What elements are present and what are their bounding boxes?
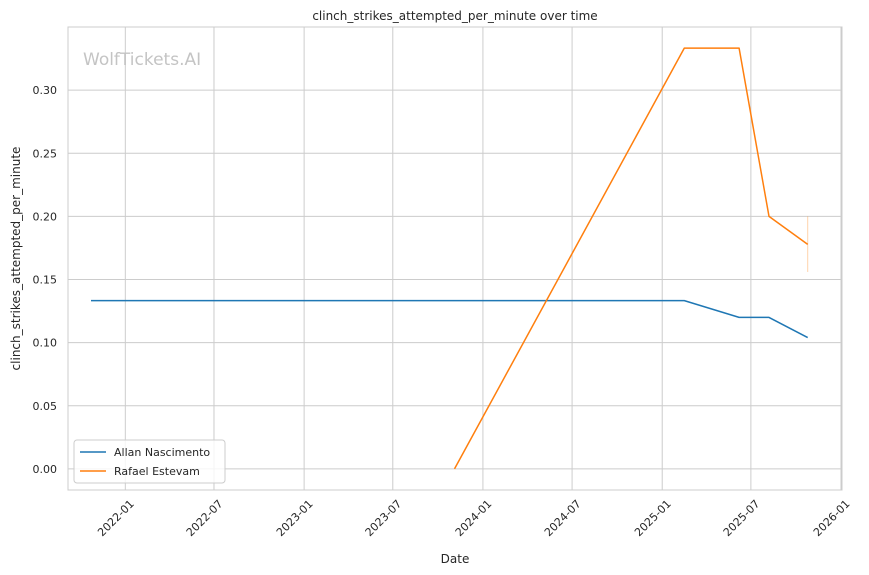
y-tick-label: 0.05 bbox=[33, 400, 58, 413]
y-tick-label: 0.25 bbox=[33, 147, 58, 160]
legend: Allan Nascimento Rafael Estevam bbox=[73, 439, 226, 484]
y-tick-label: 0.30 bbox=[33, 84, 58, 97]
watermark: WolfTickets.AI bbox=[83, 50, 201, 70]
y-tick-label: 0.20 bbox=[33, 210, 58, 223]
legend-entry-label: Allan Nascimento bbox=[114, 446, 210, 459]
legend-entry-label: Rafael Estevam bbox=[114, 465, 200, 478]
series-line-0 bbox=[91, 299, 809, 339]
x-axis-label: Date bbox=[441, 552, 470, 566]
chart-title: clinch_strikes_attempted_per_minute over… bbox=[312, 9, 597, 23]
legend-box bbox=[73, 439, 226, 484]
series-line-1 bbox=[453, 47, 809, 470]
y-axis-label: clinch_strikes_attempted_per_minute bbox=[9, 147, 23, 371]
y-tick-label: 0.00 bbox=[33, 463, 58, 476]
y-tick-label: 0.10 bbox=[33, 337, 58, 350]
grid bbox=[68, 27, 842, 490]
series-lines bbox=[91, 47, 809, 470]
plot-area-frame bbox=[67, 26, 843, 491]
y-tick-label: 0.15 bbox=[33, 274, 58, 287]
